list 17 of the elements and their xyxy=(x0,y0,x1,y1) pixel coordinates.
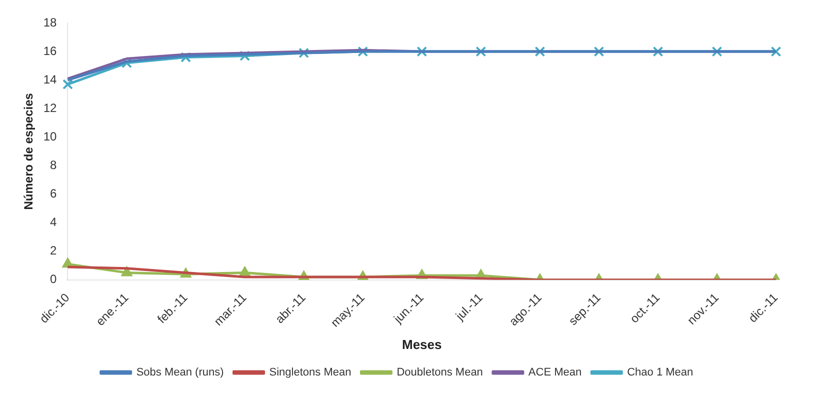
y-tick-label: 16 xyxy=(43,44,58,58)
y-tick-label: 2 xyxy=(50,244,58,258)
y-tick-label: 8 xyxy=(50,158,58,172)
y-axis-title: Número de especies xyxy=(22,92,36,210)
y-tick-label: 14 xyxy=(43,72,58,86)
legend-label: Doubletons Mean xyxy=(396,366,483,379)
y-tick-label: 18 xyxy=(43,15,58,30)
legend-label: Singletons Mean xyxy=(269,366,352,379)
y-tick-label: 4 xyxy=(50,215,58,230)
y-tick-label: 0 xyxy=(50,272,58,286)
legend-label: Chao 1 Mean xyxy=(627,366,694,379)
y-tick-label: 6 xyxy=(50,186,58,201)
x-axis-title: Meses xyxy=(402,336,442,352)
legend-label: ACE Mean xyxy=(528,366,582,379)
y-tick-label: 10 xyxy=(43,129,58,144)
y-tick-label: 12 xyxy=(43,100,58,115)
legend-label: Sobs Mean (runs) xyxy=(136,366,224,379)
